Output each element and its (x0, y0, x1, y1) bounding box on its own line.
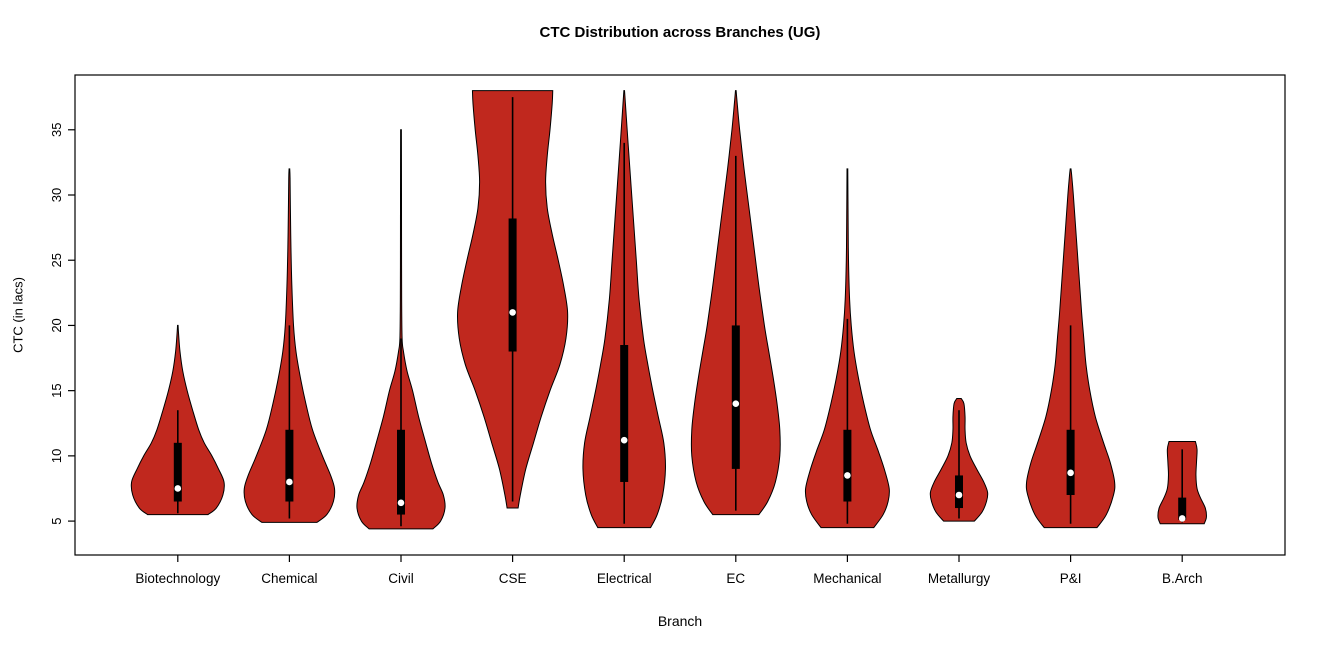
violin-group-b-arch: B.Arch (1157, 441, 1207, 586)
iqr-box-civil (397, 429, 405, 515)
y-tick-label: 25 (49, 253, 64, 267)
median-dot-cse (509, 309, 516, 316)
plot-border (74, 74, 1286, 556)
median-dot-metallurgy (955, 491, 963, 499)
median-dot-mechanical (844, 472, 851, 479)
x-tick-label: Biotechnology (135, 571, 220, 586)
iqr-box-p-i (1066, 429, 1075, 495)
violin-group-mechanical: Mechanical (804, 168, 890, 586)
violin-group-biotechnology: Biotechnology (130, 324, 225, 586)
y-tick-label: 20 (49, 318, 64, 332)
iqr-box-biotechnology (173, 442, 182, 502)
x-axis-label: Branch (657, 613, 703, 629)
violin-group-cse: CSE (457, 90, 569, 586)
violin-group-electrical: Electrical (582, 90, 666, 586)
iqr-box-mechanical (843, 429, 852, 502)
chart-title: CTC Distribution across Branches (UG) (539, 24, 821, 41)
violin-group-civil: Civil (356, 129, 446, 586)
violin-group-ec: EC (690, 90, 781, 586)
iqr-box-ec (731, 325, 740, 469)
y-axis-label: CTC (in lacs) (10, 277, 26, 353)
iqr-box-cse (508, 218, 517, 352)
violin-group-chemical: Chemical (243, 168, 336, 586)
x-tick-label: Chemical (261, 571, 317, 586)
x-tick-label: Metallurgy (928, 571, 991, 586)
y-tick-label: 15 (49, 383, 64, 397)
x-tick-label: Civil (388, 571, 414, 586)
y-tick-label: 10 (49, 449, 64, 463)
violin-group-p-i: P&I (1025, 168, 1116, 586)
median-dot-ec (732, 400, 740, 407)
median-dot-electrical (620, 436, 628, 444)
y-tick-label: 30 (49, 188, 64, 202)
x-tick-label: Electrical (597, 571, 652, 586)
x-tick-label: Mechanical (813, 571, 881, 586)
median-dot-civil (397, 499, 405, 507)
violin-group-metallurgy: Metallurgy (928, 397, 991, 586)
iqr-box-chemical (285, 429, 294, 502)
x-tick-label: B.Arch (1162, 571, 1203, 586)
y-tick-label: 35 (49, 123, 64, 137)
median-dot-p-i (1067, 469, 1074, 477)
median-dot-b-arch (1178, 515, 1186, 522)
iqr-box-b-arch (1178, 497, 1187, 520)
x-tick-label: EC (726, 571, 745, 586)
iqr-box-electrical (620, 345, 629, 482)
y-tick-label: 5 (49, 517, 64, 524)
median-dot-biotechnology (174, 485, 182, 492)
x-tick-label: P&I (1060, 571, 1082, 586)
median-dot-chemical (286, 478, 293, 486)
x-tick-label: CSE (499, 571, 527, 586)
violin-civil (356, 129, 446, 530)
